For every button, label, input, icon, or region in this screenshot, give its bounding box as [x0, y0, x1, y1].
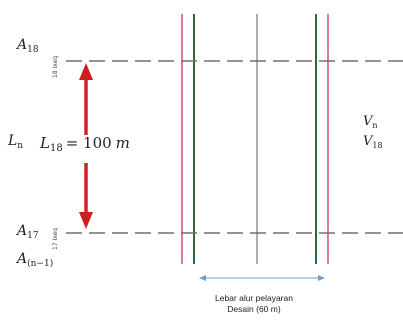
- section-a-prev-label: A(n−1): [15, 251, 53, 269]
- channel-width-caption-line2: Desain (60 m): [227, 304, 281, 314]
- distance-specific-label: L18 = 100 m: [39, 134, 130, 154]
- distance-arrow: [79, 63, 93, 229]
- distance-general-label: Ln: [7, 133, 23, 151]
- section-a18-label: A18: [15, 37, 39, 55]
- volume-specific-label: V18: [363, 134, 383, 150]
- section-18-tick-label: 18 ixeq: [52, 56, 59, 78]
- section-17-tick-label: 17 ixeq: [52, 228, 59, 250]
- volume-general-label: Vn: [363, 114, 378, 130]
- channel-width-arrow: [199, 275, 325, 281]
- section-a17-label: A17: [15, 223, 39, 241]
- channel-width-caption-line1: Lebar alur pelayaran: [215, 293, 293, 303]
